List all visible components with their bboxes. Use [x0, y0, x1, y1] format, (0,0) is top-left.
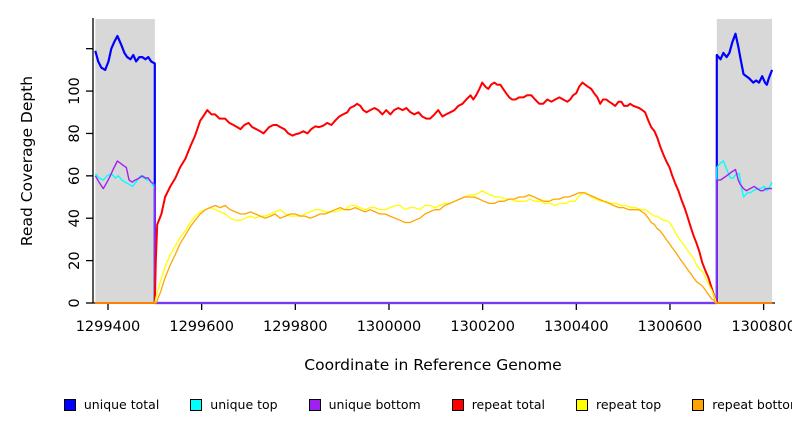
legend-label-repeat-top: repeat top	[596, 397, 662, 412]
legend-item-repeat-bottom: repeat bottom	[692, 397, 792, 412]
series-repeat-total	[95, 81, 773, 304]
shaded-region-0	[95, 19, 155, 303]
y-axis-title: Read Coverage Depth	[18, 75, 36, 247]
y-tick-label: 80	[67, 124, 83, 142]
legend-item-repeat-total: repeat total	[451, 397, 545, 412]
legend: unique total unique top unique bottom re…	[63, 397, 792, 412]
legend-label-repeat-total: repeat total	[471, 397, 545, 412]
y-tick-label: 60	[67, 167, 83, 185]
legend-item-unique-total: unique total	[63, 397, 160, 412]
shaded-region-1	[716, 19, 773, 303]
legend-swatch-repeat-total	[451, 398, 464, 411]
legend-label-unique-bottom: unique bottom	[328, 397, 421, 412]
x-tick-label: 1299400	[76, 319, 141, 335]
legend-item-unique-bottom: unique bottom	[308, 397, 421, 412]
series-unique-bottom	[94, 160, 773, 304]
legend-swatch-repeat-bottom	[692, 398, 705, 411]
x-tick-label: 1299800	[263, 319, 328, 335]
y-tick-label: 20	[67, 251, 83, 269]
series-unique-top	[94, 160, 773, 304]
x-tick-label: 1300000	[357, 319, 422, 335]
series-repeat-top	[95, 190, 773, 304]
y-tick-label: 40	[67, 209, 83, 227]
legend-label-repeat-bottom: repeat bottom	[712, 397, 792, 412]
legend-item-repeat-top: repeat top	[576, 397, 661, 412]
legend-swatch-unique-top	[190, 398, 203, 411]
x-tick-label: 1300400	[544, 319, 609, 335]
x-tick-label: 1300600	[638, 319, 703, 335]
legend-swatch-unique-total	[63, 398, 76, 411]
legend-swatch-unique-bottom	[308, 398, 321, 411]
x-tick-label: 1300200	[450, 319, 515, 335]
legend-label-unique-total: unique total	[83, 397, 160, 412]
legend-item-unique-top: unique top	[190, 397, 278, 412]
x-tick-label: 1300800	[731, 319, 792, 335]
legend-swatch-repeat-top	[576, 398, 588, 411]
legend-label-unique-top: unique top	[210, 397, 278, 412]
series-repeat-bottom	[95, 192, 773, 304]
x-axis-title: Coordinate in Reference Genome	[304, 356, 562, 374]
y-tick-label: 100	[67, 77, 83, 105]
y-tick-label: 0	[67, 298, 83, 307]
x-tick-label: 1299600	[169, 319, 234, 335]
